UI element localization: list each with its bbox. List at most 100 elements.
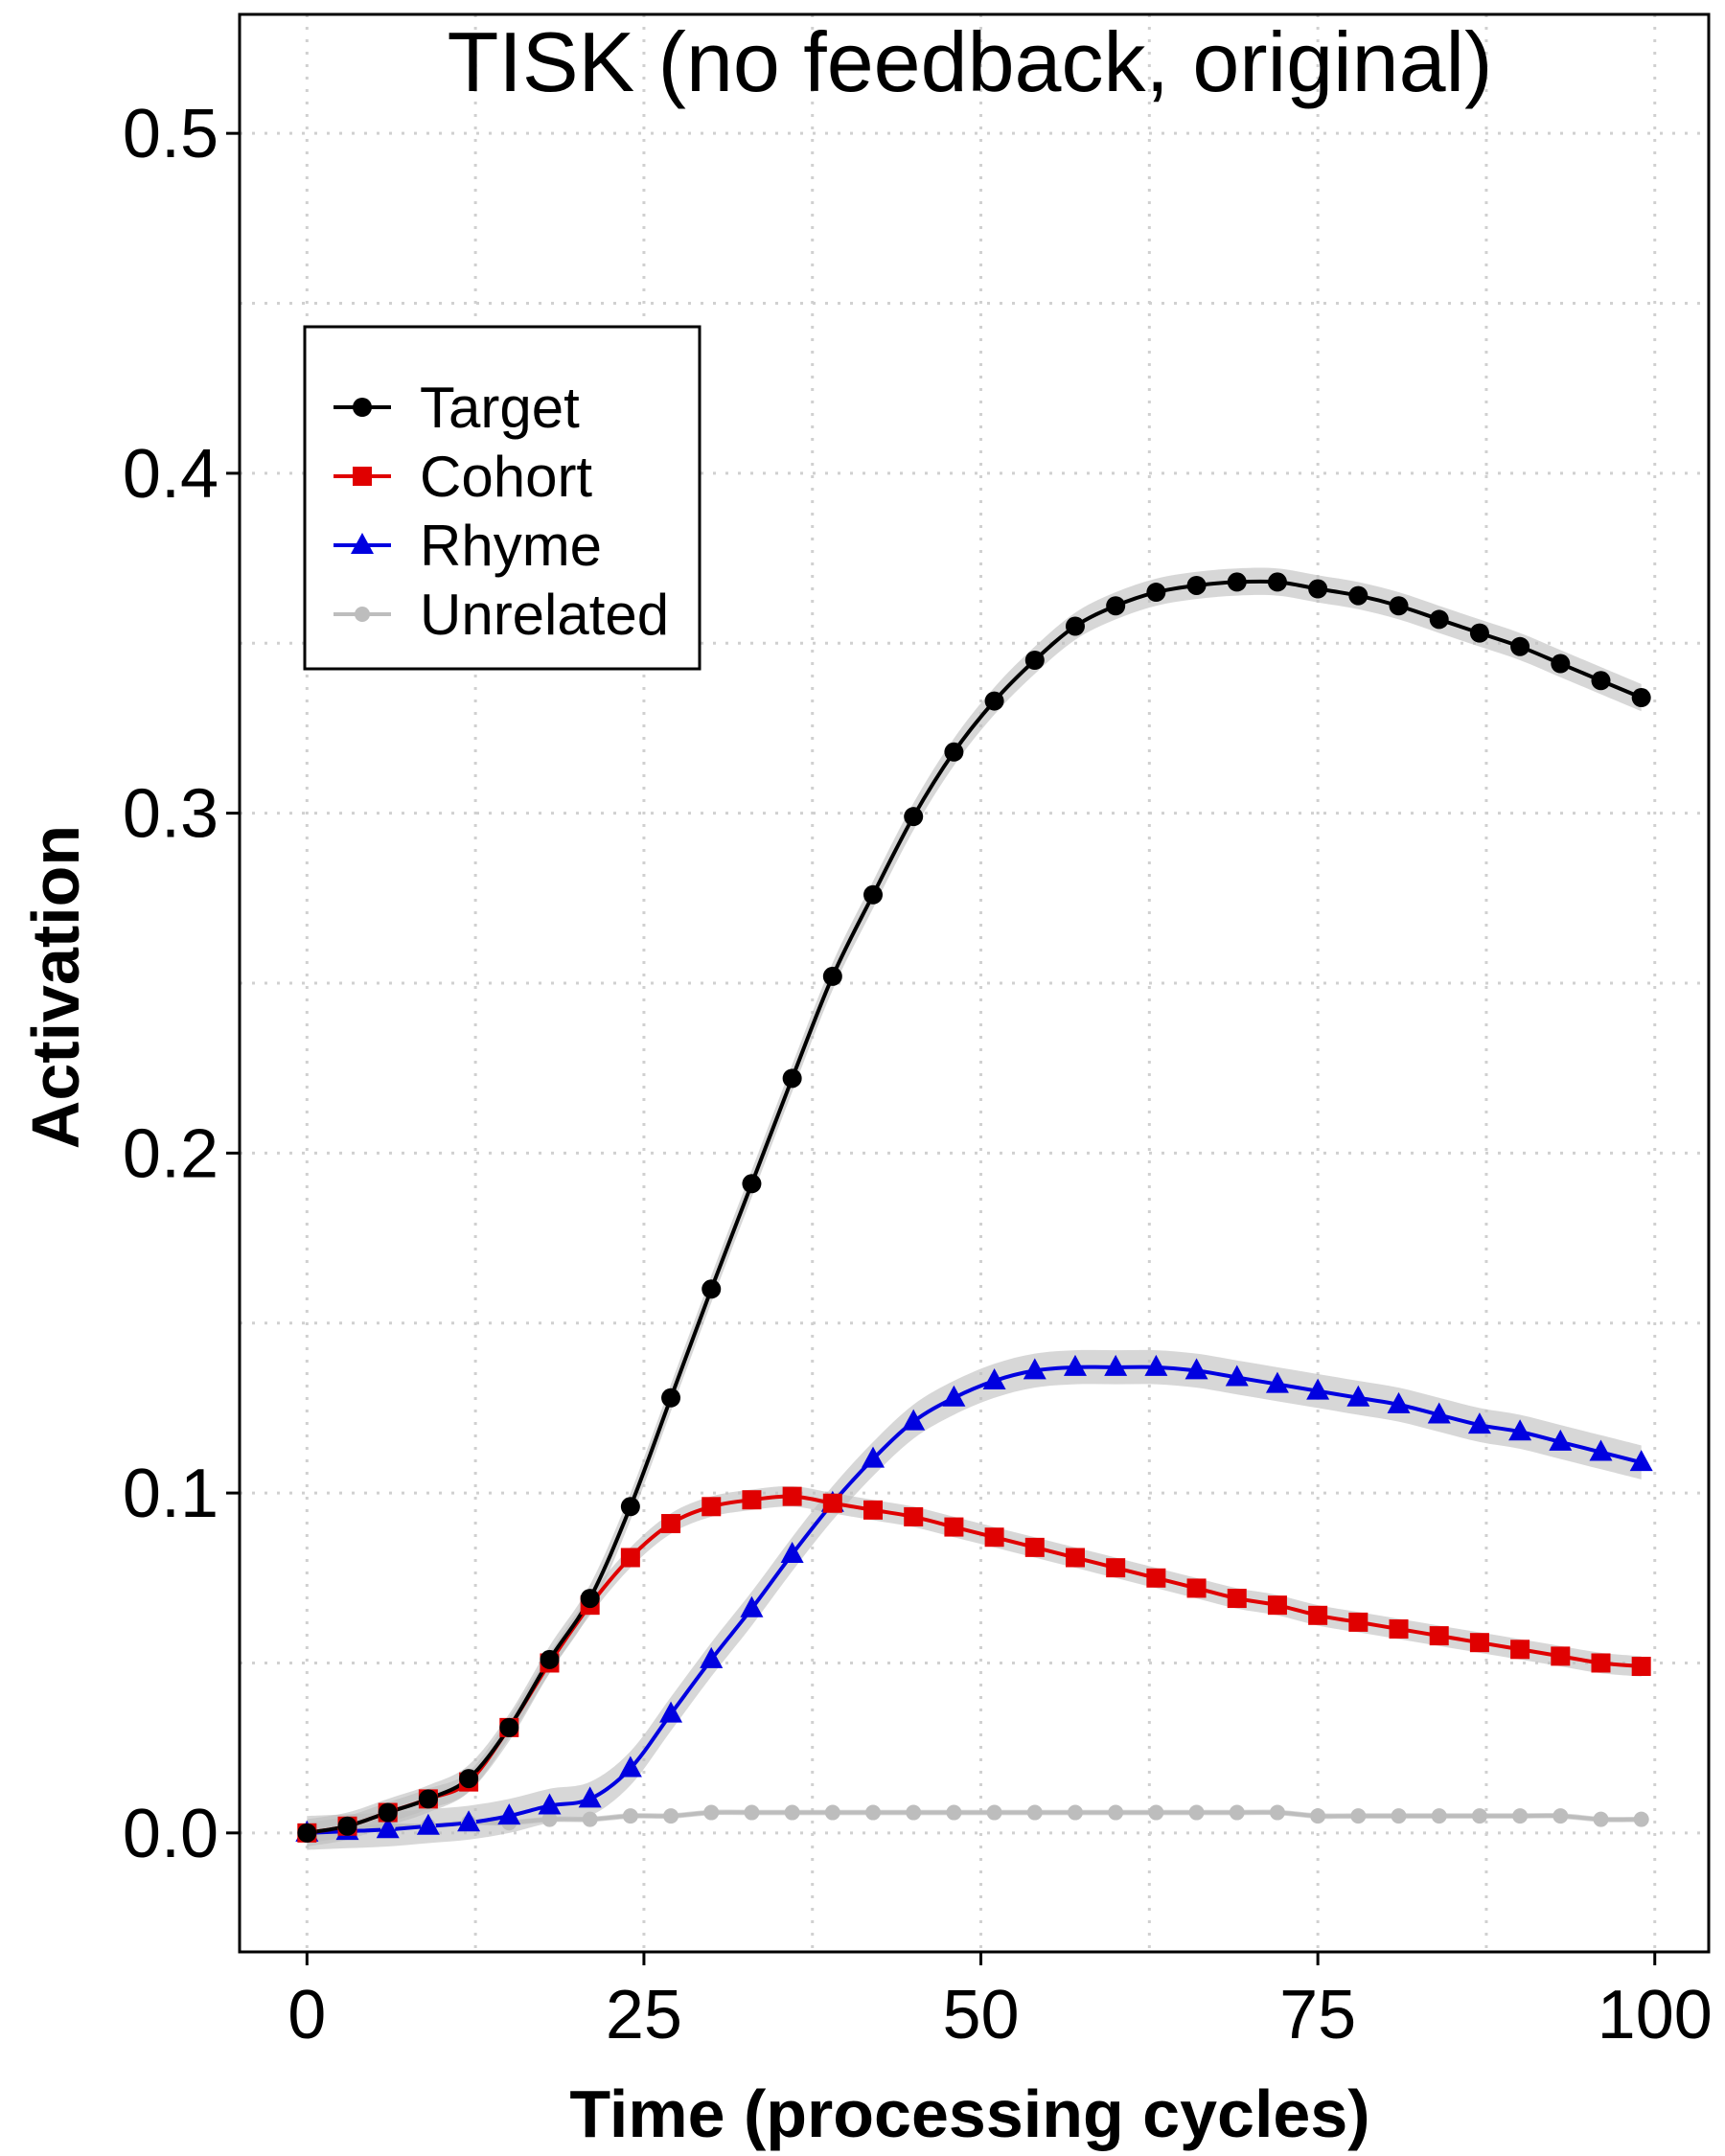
point-cohort [1227, 1589, 1247, 1609]
point-rhyme [1104, 1354, 1128, 1376]
point-cohort [863, 1500, 884, 1520]
point-target [1348, 585, 1368, 606]
x-axis-title: Time (processing cycles) [569, 2076, 1369, 2151]
legend-label-rhyme: Rhyme [420, 514, 602, 578]
point-unrelated [1229, 1804, 1245, 1821]
line-rhyme [307, 1365, 1643, 1835]
point-unrelated [865, 1804, 882, 1821]
point-unrelated [1471, 1808, 1487, 1824]
point-cohort [1429, 1626, 1449, 1646]
point-target [297, 1823, 317, 1843]
point-unrelated [622, 1808, 638, 1824]
point-target [822, 966, 842, 986]
legend-marker-cohort [353, 467, 372, 486]
point-target [742, 1174, 762, 1194]
point-target [944, 742, 964, 762]
point-target [1510, 636, 1530, 656]
legend-label-target: Target [420, 376, 580, 440]
point-rhyme [538, 1793, 562, 1815]
point-rhyme [1265, 1371, 1289, 1393]
point-unrelated [946, 1804, 962, 1821]
point-cohort [1389, 1619, 1409, 1639]
legend-box [303, 325, 702, 671]
point-target [984, 691, 1004, 711]
x-tick-label: 50 [942, 1977, 1019, 2053]
legend-label-unrelated: Unrelated [420, 583, 669, 647]
point-target [580, 1589, 600, 1609]
point-target [904, 807, 924, 827]
point-unrelated [824, 1804, 840, 1821]
point-cohort [702, 1497, 722, 1517]
point-unrelated [1431, 1808, 1447, 1824]
point-rhyme [618, 1755, 642, 1778]
point-target [702, 1279, 722, 1299]
y-axis-title: Activation [18, 825, 93, 1149]
point-cohort [904, 1506, 924, 1526]
point-rhyme [1184, 1358, 1208, 1380]
point-target [1469, 623, 1489, 643]
point-target [1308, 579, 1328, 599]
point-cohort [944, 1517, 964, 1537]
legend-label-cohort: Cohort [420, 445, 592, 509]
point-cohort [1267, 1595, 1287, 1616]
point-unrelated [663, 1808, 679, 1824]
point-cohort [1024, 1537, 1045, 1557]
point-cohort [822, 1493, 842, 1513]
series-lines [306, 579, 1643, 1835]
series-markers [295, 572, 1653, 1843]
point-rhyme [1023, 1358, 1046, 1380]
point-rhyme [700, 1646, 724, 1668]
point-rhyme [1589, 1439, 1613, 1461]
point-unrelated [1633, 1811, 1649, 1827]
point-rhyme [862, 1446, 886, 1468]
x-tick-label: 0 [288, 1977, 326, 2053]
point-cohort [1348, 1612, 1368, 1632]
point-rhyme [780, 1541, 804, 1563]
chart-title: TISK (no feedback, original) [448, 14, 1493, 109]
point-rhyme [1144, 1354, 1168, 1376]
x-tick-label: 100 [1598, 1977, 1713, 2053]
legend-marker-target [353, 398, 372, 417]
point-target [418, 1789, 438, 1809]
point-rhyme [1467, 1412, 1491, 1434]
point-target [1551, 654, 1571, 674]
point-cohort [1591, 1653, 1611, 1673]
point-target [459, 1769, 479, 1789]
point-unrelated [1148, 1804, 1164, 1821]
point-rhyme [982, 1368, 1006, 1390]
point-unrelated [1067, 1804, 1083, 1821]
point-cohort [984, 1527, 1004, 1548]
point-target [1146, 583, 1166, 603]
point-target [499, 1717, 519, 1737]
plot-frame [238, 12, 1711, 1954]
point-unrelated [784, 1804, 800, 1821]
x-tick-label: 75 [1279, 1977, 1356, 2053]
point-cohort [782, 1486, 802, 1506]
point-unrelated [1108, 1804, 1124, 1821]
point-target [1591, 671, 1611, 691]
point-cohort [1631, 1657, 1651, 1677]
point-target [337, 1816, 357, 1836]
point-cohort [1146, 1568, 1166, 1588]
point-rhyme [1387, 1391, 1411, 1413]
axes: 0 25 50 75 100 0.0 0.1 0.2 0.3 0.4 0.5 [123, 96, 1713, 2053]
point-target [620, 1497, 640, 1517]
point-target [540, 1649, 560, 1669]
point-target [863, 884, 884, 905]
point-unrelated [986, 1804, 1002, 1821]
legend-marker-rhyme [351, 533, 374, 554]
point-target [1106, 596, 1126, 616]
point-unrelated [906, 1804, 922, 1821]
point-target [1267, 572, 1287, 592]
point-target [1631, 688, 1651, 708]
point-rhyme [1346, 1385, 1370, 1407]
point-rhyme [1225, 1365, 1249, 1387]
point-rhyme [740, 1595, 764, 1617]
point-target [378, 1802, 398, 1823]
point-rhyme [1508, 1419, 1532, 1441]
point-rhyme [457, 1810, 481, 1832]
point-rhyme [376, 1817, 400, 1839]
